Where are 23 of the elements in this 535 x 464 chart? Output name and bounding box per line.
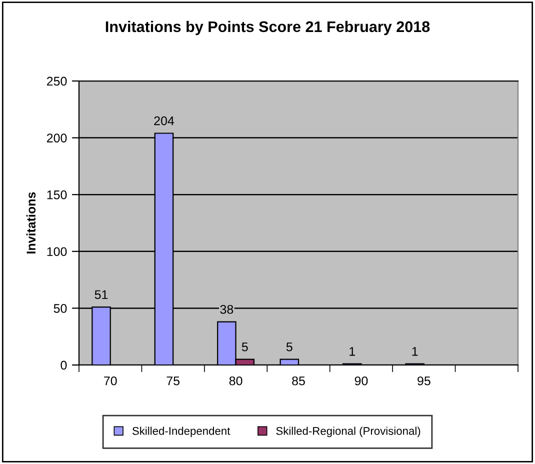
x-tick-label: 95 [418,376,430,386]
x-tick-label: 70 [104,376,117,386]
x-tick-label: 90 [354,376,368,386]
y-axis-title: Invitations [26,192,36,254]
data-label: 5 [286,342,292,352]
legend-label: Skilled-Independent [132,426,230,438]
data-label: 204 [154,116,174,126]
y-tick-label: 100 [47,247,67,256]
data-label: 1 [412,347,418,356]
data-label: 5 [242,342,248,352]
y-tick-label: 200 [46,134,67,142]
chart-title: Invitations by Points Score 21 February 2018 [106,20,430,36]
y-tick-label: 150 [47,190,67,200]
data-label: 51 [94,290,108,300]
data-label: 38 [220,304,234,314]
x-tick-label: 85 [292,376,305,386]
data-label: 1 [350,347,355,356]
x-tick-label: 75 [166,376,180,386]
x-tick-label: 80 [229,376,242,386]
y-tick-label: 50 [54,304,67,313]
legend-label: Skilled-Regional (Provisional) [276,426,420,438]
y-tick-label: 250 [46,76,67,86]
y-tick-label: 0 [60,360,67,370]
